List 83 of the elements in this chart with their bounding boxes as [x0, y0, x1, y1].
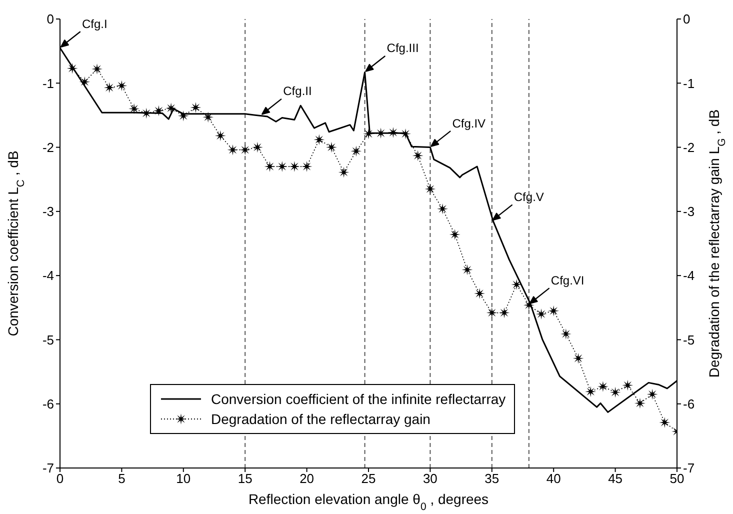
- point: [301, 161, 312, 172]
- point: [424, 183, 436, 194]
- x-tick-label: 40: [546, 471, 561, 486]
- legend-label: Degradation of the reflectarray gain: [211, 411, 430, 427]
- point: [363, 128, 374, 140]
- y-tick-label: 0: [46, 12, 54, 27]
- y-tick-label: -5: [42, 332, 54, 348]
- point: [400, 128, 412, 140]
- y-tick-label: -2: [42, 140, 54, 155]
- annotation: Cfg.IV: [452, 116, 486, 130]
- y-tick-label: -1: [42, 76, 54, 91]
- y2-tick-label: -7: [683, 460, 695, 476]
- point: [610, 386, 621, 398]
- point: [474, 288, 486, 300]
- y-tick-label: -6: [42, 396, 54, 412]
- point: [66, 62, 78, 74]
- y2-tick-label: -5: [683, 332, 695, 348]
- point: [560, 328, 572, 340]
- point: [597, 381, 608, 392]
- point: [646, 388, 658, 400]
- y-tick-label: -4: [42, 268, 54, 284]
- point: [634, 398, 646, 409]
- y2-tick-label: -2: [683, 140, 695, 155]
- x-tick-label: 30: [422, 471, 438, 486]
- point: [572, 352, 584, 364]
- point: [486, 307, 498, 318]
- point: [288, 161, 300, 172]
- y2-tick-label: 0: [683, 12, 690, 27]
- point: [523, 300, 534, 311]
- point: [276, 161, 288, 172]
- x-tick-label: 50: [670, 471, 684, 486]
- point: [314, 134, 325, 146]
- y-tick-label: -7: [42, 460, 54, 476]
- annotation: Cfg.VI: [550, 273, 584, 288]
- point: [388, 127, 399, 138]
- point: [338, 166, 350, 178]
- x-tick-label: 5: [118, 471, 126, 486]
- x-axis-title: Reflection elevation angle θ$_{0}$, degrees: [248, 491, 489, 513]
- point: [128, 103, 140, 114]
- x-tick-label: 10: [176, 471, 191, 486]
- x-tick-label: 25: [361, 471, 376, 486]
- point: [166, 102, 177, 114]
- annotation: Cfg.V: [514, 190, 544, 204]
- point: [264, 161, 276, 172]
- y-tick-label: -3: [42, 204, 54, 220]
- annotation: Cfg.III: [386, 41, 419, 56]
- x-tick-label: 15: [238, 471, 252, 486]
- legend-label: Conversion coefficient of the infinite reflectarray: [211, 391, 506, 407]
- point: [240, 144, 251, 156]
- point: [153, 105, 164, 116]
- point: [79, 76, 90, 88]
- point: [412, 150, 424, 162]
- y2-tick-label: -4: [683, 268, 695, 284]
- point: [214, 130, 226, 142]
- point: [511, 279, 522, 290]
- y2-tick-label: -1: [683, 76, 695, 91]
- annotation: Cfg.II: [283, 84, 312, 98]
- point: [104, 82, 115, 94]
- point: [227, 144, 238, 156]
- point: [462, 264, 473, 276]
- x-tick-label: 45: [608, 471, 623, 486]
- point: [326, 142, 337, 153]
- x-tick-label: 35: [484, 471, 500, 486]
- point: [659, 416, 670, 428]
- x-tick-label: 20: [300, 471, 314, 486]
- annotation: Cfg.I: [82, 16, 108, 31]
- point: [116, 80, 128, 92]
- point: [536, 308, 547, 320]
- point: [548, 305, 560, 316]
- y2-tick-label: -6: [683, 396, 695, 412]
- point: [437, 203, 448, 214]
- point: [92, 64, 103, 75]
- point: [585, 386, 596, 398]
- point: [252, 142, 263, 153]
- point: [202, 112, 214, 123]
- point: [498, 307, 510, 318]
- y2-tick-label: -3: [683, 204, 695, 220]
- point: [622, 380, 634, 391]
- point: [449, 229, 460, 240]
- point: [178, 110, 189, 122]
- x-tick-label: 0: [56, 471, 64, 486]
- point: [190, 102, 202, 114]
- point: [350, 146, 362, 157]
